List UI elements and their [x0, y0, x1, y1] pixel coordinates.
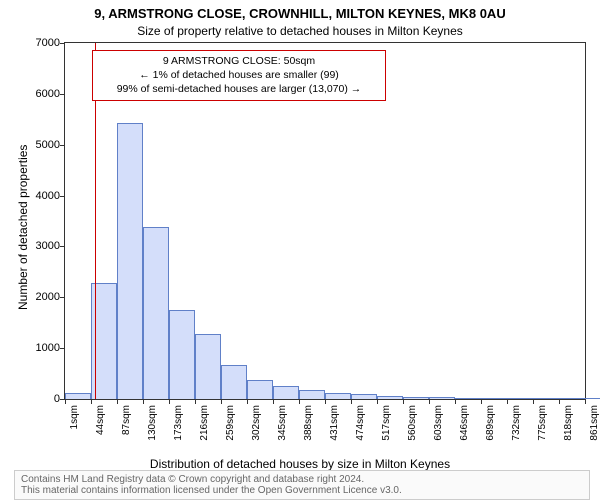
bar	[299, 390, 325, 399]
y-tick-mark	[60, 94, 65, 95]
x-tick-mark	[481, 399, 482, 404]
x-tick-mark	[221, 399, 222, 404]
y-tick-label: 4000	[20, 190, 60, 202]
y-tick-label: 3000	[20, 240, 60, 252]
x-tick-label: 44sqm	[95, 405, 106, 435]
bar	[507, 398, 533, 399]
bar	[325, 393, 351, 399]
x-tick-label: 689sqm	[485, 405, 496, 441]
x-tick-label: 861sqm	[589, 405, 600, 441]
info-line-1: 9 ARMSTRONG CLOSE: 50sqm	[99, 54, 379, 68]
bar	[221, 365, 247, 399]
bar	[377, 396, 403, 399]
x-tick-mark	[143, 399, 144, 404]
bar	[195, 334, 221, 399]
x-tick-label: 130sqm	[147, 405, 158, 441]
x-tick-label: 87sqm	[121, 405, 132, 435]
bar	[169, 310, 195, 400]
y-tick-mark	[60, 297, 65, 298]
x-tick-label: 775sqm	[537, 405, 548, 441]
y-tick-mark	[60, 196, 65, 197]
y-tick-mark	[60, 145, 65, 146]
x-tick-label: 818sqm	[563, 405, 574, 441]
y-tick-label: 7000	[20, 37, 60, 49]
x-tick-label: 431sqm	[329, 405, 340, 441]
bar	[429, 397, 455, 399]
x-tick-mark	[507, 399, 508, 404]
bar	[585, 398, 600, 399]
y-tick-label: 0	[20, 393, 60, 405]
x-tick-mark	[325, 399, 326, 404]
info-line-2: ← 1% of detached houses are smaller (99)	[99, 68, 379, 82]
y-tick-mark	[60, 246, 65, 247]
info-box: 9 ARMSTRONG CLOSE: 50sqm ← 1% of detache…	[92, 50, 386, 101]
footer-line-1: Contains HM Land Registry data © Crown c…	[21, 474, 583, 485]
x-tick-mark	[403, 399, 404, 404]
x-tick-label: 517sqm	[381, 405, 392, 441]
x-tick-label: 173sqm	[173, 405, 184, 441]
x-tick-mark	[273, 399, 274, 404]
chart-container: 9, ARMSTRONG CLOSE, CROWNHILL, MILTON KE…	[0, 0, 600, 500]
bar	[403, 397, 429, 399]
x-tick-mark	[377, 399, 378, 404]
x-tick-label: 646sqm	[459, 405, 470, 441]
x-tick-label: 302sqm	[251, 405, 262, 441]
bar	[533, 398, 559, 399]
x-tick-label: 732sqm	[511, 405, 522, 441]
x-tick-label: 345sqm	[277, 405, 288, 441]
bar	[455, 398, 481, 399]
x-tick-mark	[351, 399, 352, 404]
x-tick-label: 560sqm	[407, 405, 418, 441]
y-tick-mark	[60, 43, 65, 44]
x-tick-label: 259sqm	[225, 405, 236, 441]
chart-title-main: 9, ARMSTRONG CLOSE, CROWNHILL, MILTON KE…	[0, 6, 600, 21]
y-axis-label: Number of detached properties	[16, 145, 30, 310]
y-tick-label: 6000	[20, 88, 60, 100]
x-tick-mark	[559, 399, 560, 404]
x-tick-mark	[65, 399, 66, 404]
x-tick-mark	[429, 399, 430, 404]
x-tick-mark	[169, 399, 170, 404]
chart-title-sub: Size of property relative to detached ho…	[0, 24, 600, 38]
x-tick-mark	[455, 399, 456, 404]
x-tick-mark	[533, 399, 534, 404]
x-tick-mark	[91, 399, 92, 404]
x-tick-label: 216sqm	[199, 405, 210, 441]
y-tick-label: 1000	[20, 342, 60, 354]
y-tick-mark	[60, 348, 65, 349]
bar	[247, 380, 273, 399]
x-tick-mark	[299, 399, 300, 404]
x-tick-mark	[247, 399, 248, 404]
info-line-3: 99% of semi-detached houses are larger (…	[99, 82, 379, 96]
x-tick-label: 474sqm	[355, 405, 366, 441]
y-tick-label: 2000	[20, 291, 60, 303]
bar	[65, 393, 91, 399]
bar	[143, 227, 169, 399]
footer-line-2: This material contains information licen…	[21, 485, 583, 496]
bar	[273, 386, 299, 399]
x-tick-label: 1sqm	[69, 405, 80, 429]
x-tick-mark	[585, 399, 586, 404]
bar	[481, 398, 507, 399]
bar	[117, 123, 143, 399]
x-tick-label: 603sqm	[433, 405, 444, 441]
y-tick-label: 5000	[20, 139, 60, 151]
x-tick-mark	[195, 399, 196, 404]
bar	[559, 398, 585, 399]
x-tick-mark	[117, 399, 118, 404]
footer-attribution: Contains HM Land Registry data © Crown c…	[14, 470, 590, 500]
bar	[351, 394, 377, 399]
x-tick-label: 388sqm	[303, 405, 314, 441]
x-axis-label: Distribution of detached houses by size …	[0, 457, 600, 471]
